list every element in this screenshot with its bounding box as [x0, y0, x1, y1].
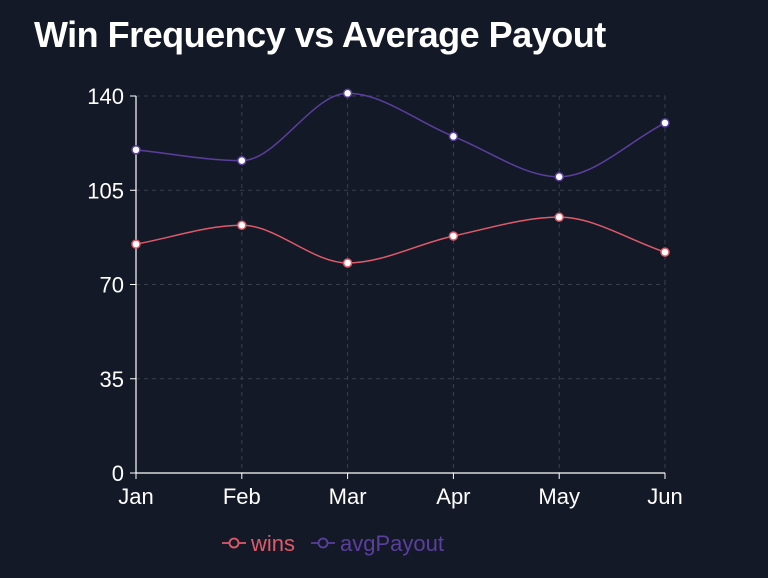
data-point-avgPayout[interactable] [554, 172, 564, 182]
legend-label: avgPayout [340, 531, 444, 556]
y-tick-label: 140 [87, 84, 124, 109]
data-point-wins[interactable] [342, 258, 353, 268]
legend-item-wins[interactable]: wins [222, 531, 295, 556]
x-tick-label: Mar [329, 484, 367, 509]
x-tick-label: May [538, 484, 580, 509]
data-point-avgPayout[interactable] [660, 118, 670, 128]
x-tick-label: Jun [647, 484, 682, 509]
data-point-avgPayout[interactable] [237, 155, 247, 166]
grid [135, 95, 666, 473]
data-point-avgPayout[interactable] [131, 145, 141, 155]
legend-marker [228, 537, 240, 549]
data-point-wins[interactable] [554, 212, 564, 222]
y-tick-label: 35 [100, 367, 124, 392]
x-tick-label: Apr [436, 484, 470, 509]
x-tick-label: Jan [118, 484, 153, 509]
legend[interactable]: wins avgPayout [222, 531, 444, 556]
data-point-wins[interactable] [660, 247, 670, 257]
data-point-avgPayout[interactable] [448, 131, 459, 142]
series-line-avgPayout [135, 92, 666, 178]
legend-item-avgPayout[interactable]: avgPayout [311, 531, 444, 556]
series-line-wins [135, 216, 666, 264]
legend-marker [317, 537, 329, 549]
y-tick-label: 0 [112, 461, 124, 486]
series-avgPayout [131, 88, 670, 182]
y-tick-label: 70 [100, 273, 124, 298]
legend-label: wins [250, 531, 295, 556]
x-tick-label: Feb [223, 484, 261, 509]
series-layer [131, 88, 670, 268]
chart-title: Win Frequency vs Average Payout [34, 14, 606, 55]
data-point-wins[interactable] [448, 231, 459, 241]
y-tick-label: 105 [87, 178, 124, 203]
data-point-wins[interactable] [131, 239, 141, 249]
series-wins [131, 212, 670, 268]
axes: 0 35 70 105 140 Jan Feb Mar Apr May Jun [87, 84, 682, 509]
data-point-avgPayout[interactable] [342, 88, 353, 99]
data-point-wins[interactable] [237, 220, 247, 231]
